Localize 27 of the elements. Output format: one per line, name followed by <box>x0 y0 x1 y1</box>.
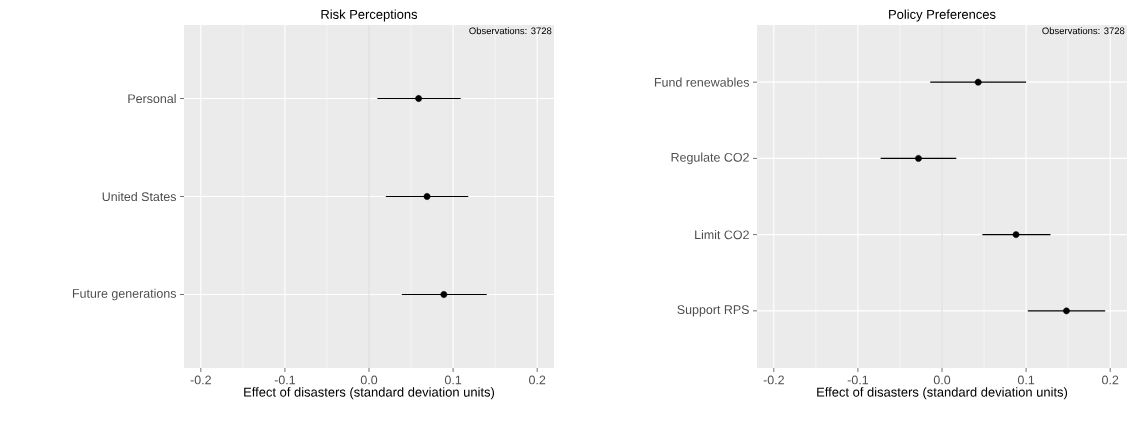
annotation: Observations: 3728 <box>469 27 552 35</box>
point <box>1063 307 1070 315</box>
x-axis-title: Effect of disasters (standard deviation units) <box>244 387 495 400</box>
y-tick-label: Limit CO2 <box>695 230 749 240</box>
x-tick-label: 0.1 <box>444 375 462 385</box>
y-tick-label: Personal <box>128 93 176 104</box>
point <box>915 155 922 162</box>
x-tick-label: -0.1 <box>847 375 869 385</box>
annotation: Observations: 3728 <box>1042 27 1125 35</box>
y-tick-label: Regulate CO2 <box>671 152 749 165</box>
x-tick-label: 0.2 <box>1102 375 1119 385</box>
x-axis-title: Effect of disasters (standard deviation units) <box>817 387 1068 400</box>
y-tick-label: Support RPS <box>677 305 749 317</box>
point <box>1012 231 1020 238</box>
y-tick-label: United States <box>102 191 177 202</box>
chart-title: Risk Perceptions <box>321 9 418 22</box>
x-tick-label: 0.0 <box>933 375 951 385</box>
point <box>974 78 982 86</box>
y-tick-label: Future generations <box>72 288 177 301</box>
x-tick-label: -0.2 <box>190 375 211 385</box>
x-tick-label: 0.0 <box>360 375 378 385</box>
x-tick-label: 0.1 <box>1017 375 1035 385</box>
x-tick-label: 0.2 <box>529 375 546 385</box>
chart-title: Policy Preferences <box>889 9 996 22</box>
x-tick-label: -0.1 <box>274 375 296 385</box>
x-tick-label: -0.2 <box>763 375 784 385</box>
y-tick-label: Fund renewables <box>654 77 750 87</box>
